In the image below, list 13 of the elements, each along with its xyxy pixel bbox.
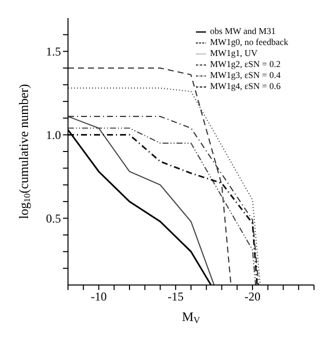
legend-label: MW1g0, no feedback <box>210 37 288 47</box>
legend-label: MW1g1, UV <box>210 48 258 58</box>
y-tick-label: 1.5 <box>46 44 61 59</box>
x-tick-label: -10 <box>90 290 107 304</box>
legend-label: obs MW and M31 <box>210 26 276 36</box>
legend-label: MW1g2, εSN = 0.2 <box>210 59 281 69</box>
y-tick-label: 0.5 <box>46 212 61 226</box>
y-tick-label: 1.0 <box>46 128 61 142</box>
x-axis-title: M$_{V}$ <box>182 309 201 326</box>
legend-label: MW1g4, εSN = 0.6 <box>210 81 281 91</box>
x-tick-label: -20 <box>244 290 260 304</box>
x-tick-label: -15 <box>168 290 184 304</box>
legend-label: MW1g3, εSN = 0.4 <box>210 70 281 80</box>
